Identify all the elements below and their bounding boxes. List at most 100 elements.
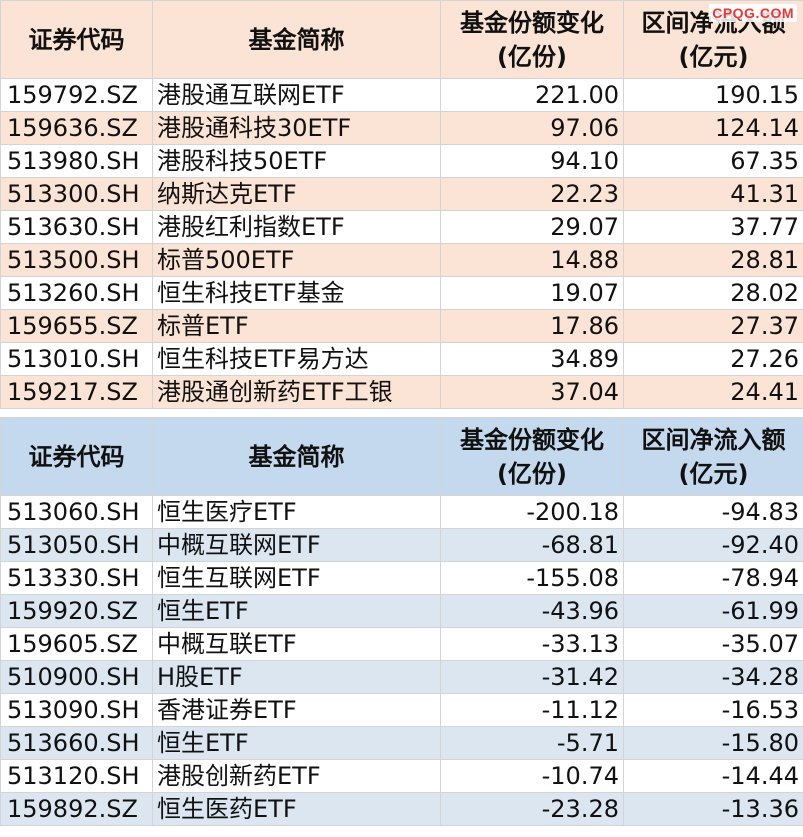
fund-code-cell: 513120.SH: [0, 759, 153, 793]
fund-name-cell: 纳斯达克ETF: [152, 177, 441, 211]
table-row: 513330.SH 恒生互联网ETF -155.08 -78.94: [0, 561, 803, 595]
net-flow-cell: -35.07: [623, 627, 803, 661]
share-change-cell: -43.96: [440, 594, 624, 628]
net-flow-cell: 67.35: [623, 144, 803, 178]
fund-code-cell: 513010.SH: [0, 342, 153, 376]
net-flow-cell: 28.81: [623, 243, 803, 277]
table-row: 513060.SH 恒生医疗ETF -200.18 -94.83: [0, 495, 803, 529]
net-flow-cell: -94.83: [623, 495, 803, 529]
fund-code-cell: 513260.SH: [0, 276, 153, 310]
header-net-flow-line1: 区间净流入额: [641, 425, 786, 454]
table-row: 159655.SZ 标普ETF 17.86 27.37: [0, 309, 803, 343]
header-share-change-line1: 基金份额变化: [460, 425, 604, 454]
fund-code-cell: 159636.SZ: [0, 111, 153, 145]
fund-name-cell: H股ETF: [152, 660, 441, 694]
fund-name-cell: 港股科技50ETF: [152, 144, 441, 178]
outflow-table: 证券代码 基金简称 基金份额变化 (亿份) 区间净流入额 (亿元) 513060…: [0, 417, 803, 826]
table-row: 159605.SZ 中概互联ETF -33.13 -35.07: [0, 627, 803, 661]
share-change-cell: 97.06: [440, 111, 624, 145]
net-flow-cell: 41.31: [623, 177, 803, 211]
share-change-cell: 37.04: [440, 375, 624, 409]
share-change-cell: -68.81: [440, 528, 624, 562]
table-row: 513010.SH 恒生科技ETF易方达 34.89 27.26: [0, 342, 803, 376]
header-share-change-line1: 基金份额变化: [460, 8, 604, 37]
table-row: 513090.SH 香港证券ETF -11.12 -16.53: [0, 693, 803, 727]
net-flow-cell: -15.80: [623, 726, 803, 760]
fund-code-cell: 159892.SZ: [0, 792, 153, 826]
table-row: 510900.SH H股ETF -31.42 -34.28: [0, 660, 803, 694]
net-flow-cell: -34.28: [623, 660, 803, 694]
share-change-cell: 14.88: [440, 243, 624, 277]
table-row: 513120.SH 港股创新药ETF -10.74 -14.44: [0, 759, 803, 793]
header-name: 基金简称: [152, 417, 441, 496]
table-row: 513500.SH 标普500ETF 14.88 28.81: [0, 243, 803, 277]
fund-code-cell: 513630.SH: [0, 210, 153, 244]
share-change-cell: -10.74: [440, 759, 624, 793]
fund-code-cell: 159920.SZ: [0, 594, 153, 628]
share-change-cell: 34.89: [440, 342, 624, 376]
share-change-cell: 17.86: [440, 309, 624, 343]
share-change-cell: -11.12: [440, 693, 624, 727]
fund-name-cell: 标普ETF: [152, 309, 441, 343]
table-row: 513260.SH 恒生科技ETF基金 19.07 28.02: [0, 276, 803, 310]
header-name: 基金简称: [152, 0, 441, 79]
fund-name-cell: 标普500ETF: [152, 243, 441, 277]
table-row: 159217.SZ 港股通创新药ETF工银 37.04 24.41: [0, 375, 803, 409]
inflow-header-row: 证券代码 基金简称 基金份额变化 (亿份) 区间净流入额 (亿元): [0, 0, 803, 79]
table-row: 159920.SZ 恒生ETF -43.96 -61.99: [0, 594, 803, 628]
fund-code-cell: 513050.SH: [0, 528, 153, 562]
share-change-cell: 29.07: [440, 210, 624, 244]
fund-code-cell: 159655.SZ: [0, 309, 153, 343]
header-net-flow-line2: (亿元): [678, 42, 749, 71]
fund-code-cell: 513660.SH: [0, 726, 153, 760]
net-flow-cell: -92.40: [623, 528, 803, 562]
net-flow-cell: -14.44: [623, 759, 803, 793]
share-change-cell: -155.08: [440, 561, 624, 595]
fund-name-cell: 恒生医药ETF: [152, 792, 441, 826]
net-flow-cell: 124.14: [623, 111, 803, 145]
fund-code-cell: 513330.SH: [0, 561, 153, 595]
outflow-header-row: 证券代码 基金简称 基金份额变化 (亿份) 区间净流入额 (亿元): [0, 417, 803, 496]
table-row: 513050.SH 中概互联网ETF -68.81 -92.40: [0, 528, 803, 562]
share-change-cell: -5.71: [440, 726, 624, 760]
share-change-cell: -33.13: [440, 627, 624, 661]
share-change-cell: 221.00: [440, 78, 624, 112]
header-share-change-line2: (亿份): [497, 459, 567, 488]
share-change-cell: 94.10: [440, 144, 624, 178]
fund-code-cell: 159605.SZ: [0, 627, 153, 661]
net-flow-cell: -16.53: [623, 693, 803, 727]
header-code: 证券代码: [0, 0, 153, 79]
table-row: 159636.SZ 港股通科技30ETF 97.06 124.14: [0, 111, 803, 145]
fund-name-cell: 港股红利指数ETF: [152, 210, 441, 244]
header-net-flow-line2: (亿元): [678, 459, 749, 488]
table-row: 513660.SH 恒生ETF -5.71 -15.80: [0, 726, 803, 760]
header-share-change: 基金份额变化 (亿份): [440, 417, 624, 496]
fund-name-cell: 恒生互联网ETF: [152, 561, 441, 595]
fund-code-cell: 510900.SH: [0, 660, 153, 694]
share-change-cell: -31.42: [440, 660, 624, 694]
table-row: 513980.SH 港股科技50ETF 94.10 67.35: [0, 144, 803, 178]
fund-name-cell: 恒生科技ETF易方达: [152, 342, 441, 376]
table-row: 159892.SZ 恒生医药ETF -23.28 -13.36: [0, 792, 803, 826]
fund-name-cell: 香港证券ETF: [152, 693, 441, 727]
share-change-cell: 19.07: [440, 276, 624, 310]
net-flow-cell: -13.36: [623, 792, 803, 826]
net-flow-cell: -61.99: [623, 594, 803, 628]
share-change-cell: 22.23: [440, 177, 624, 211]
fund-name-cell: 港股通互联网ETF: [152, 78, 441, 112]
fund-name-cell: 港股创新药ETF: [152, 759, 441, 793]
share-change-cell: -200.18: [440, 495, 624, 529]
fund-code-cell: 513980.SH: [0, 144, 153, 178]
inflow-table: 证券代码 基金简称 基金份额变化 (亿份) 区间净流入额 (亿元) 159792…: [0, 0, 803, 409]
header-share-change-line2: (亿份): [497, 42, 567, 71]
fund-name-cell: 恒生ETF: [152, 726, 441, 760]
fund-code-cell: 513300.SH: [0, 177, 153, 211]
fund-name-cell: 恒生ETF: [152, 594, 441, 628]
net-flow-cell: -78.94: [623, 561, 803, 595]
fund-code-cell: 159217.SZ: [0, 375, 153, 409]
fund-code-cell: 159792.SZ: [0, 78, 153, 112]
net-flow-cell: 27.37: [623, 309, 803, 343]
fund-code-cell: 513060.SH: [0, 495, 153, 529]
fund-name-cell: 港股通科技30ETF: [152, 111, 441, 145]
fund-name-cell: 中概互联网ETF: [152, 528, 441, 562]
